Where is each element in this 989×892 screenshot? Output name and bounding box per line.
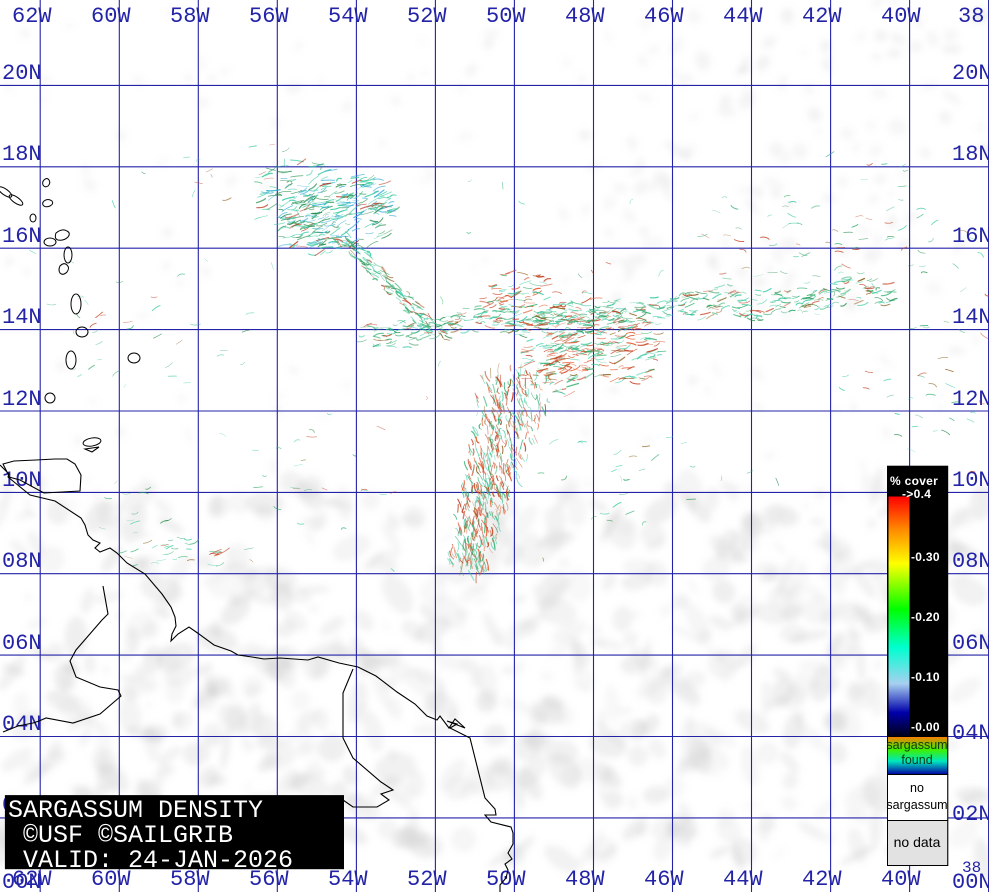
svg-text:06N: 06N — [952, 631, 989, 656]
svg-text:54W: 54W — [328, 4, 368, 29]
svg-text:-0.20: -0.20 — [911, 610, 940, 624]
svg-text:44W: 44W — [723, 4, 763, 29]
svg-text:20N: 20N — [2, 61, 42, 86]
svg-text:48W: 48W — [565, 4, 605, 29]
svg-text:found: found — [901, 753, 932, 767]
svg-text:58W: 58W — [170, 4, 210, 29]
svg-text:sargassum: sargassum — [886, 798, 947, 812]
svg-text:52W: 52W — [407, 4, 447, 29]
svg-text:50W: 50W — [486, 4, 526, 29]
svg-text:12N: 12N — [2, 387, 42, 412]
svg-text:52W: 52W — [407, 867, 447, 892]
svg-text:38: 38 — [962, 859, 981, 877]
svg-text:08N: 08N — [952, 549, 989, 574]
svg-text:->0.4: ->0.4 — [902, 487, 931, 501]
svg-text:18N: 18N — [952, 142, 989, 167]
svg-text:40W: 40W — [881, 4, 921, 29]
svg-text:16N: 16N — [952, 224, 989, 249]
svg-text:06N: 06N — [2, 631, 42, 656]
svg-text:46W: 46W — [644, 867, 684, 892]
svg-text:42W: 42W — [802, 4, 842, 29]
svg-text:-0.00: -0.00 — [911, 720, 940, 734]
svg-text:04N: 04N — [2, 712, 42, 737]
svg-text:04N: 04N — [952, 721, 989, 746]
svg-text:42W: 42W — [802, 867, 842, 892]
svg-text:% cover: % cover — [890, 474, 938, 488]
svg-text:62W: 62W — [12, 4, 52, 29]
svg-text:46W: 46W — [644, 4, 684, 29]
svg-text:-0.30: -0.30 — [911, 550, 940, 564]
svg-text:VALID: 24-JAN-2026: VALID: 24-JAN-2026 — [23, 846, 293, 875]
svg-text:02N: 02N — [952, 802, 989, 827]
svg-text:16N: 16N — [2, 224, 42, 249]
svg-text:08N: 08N — [2, 549, 42, 574]
svg-text:44W: 44W — [723, 867, 763, 892]
svg-text:-0.10: -0.10 — [911, 670, 940, 684]
svg-text:14N: 14N — [2, 305, 42, 330]
svg-text:20N: 20N — [952, 61, 989, 86]
svg-text:48W: 48W — [565, 867, 605, 892]
svg-text:50W: 50W — [486, 867, 526, 892]
svg-text:no: no — [910, 781, 924, 795]
svg-text:sargassum: sargassum — [886, 738, 947, 752]
svg-text:no data: no data — [894, 834, 941, 850]
svg-text:14N: 14N — [952, 305, 989, 330]
svg-text:38: 38 — [958, 4, 984, 29]
svg-text:54W: 54W — [328, 867, 368, 892]
svg-text:12N: 12N — [952, 387, 989, 412]
svg-text:56W: 56W — [249, 4, 289, 29]
svg-text:18N: 18N — [2, 142, 42, 167]
svg-text:40W: 40W — [881, 867, 921, 892]
svg-text:60W: 60W — [91, 4, 131, 29]
